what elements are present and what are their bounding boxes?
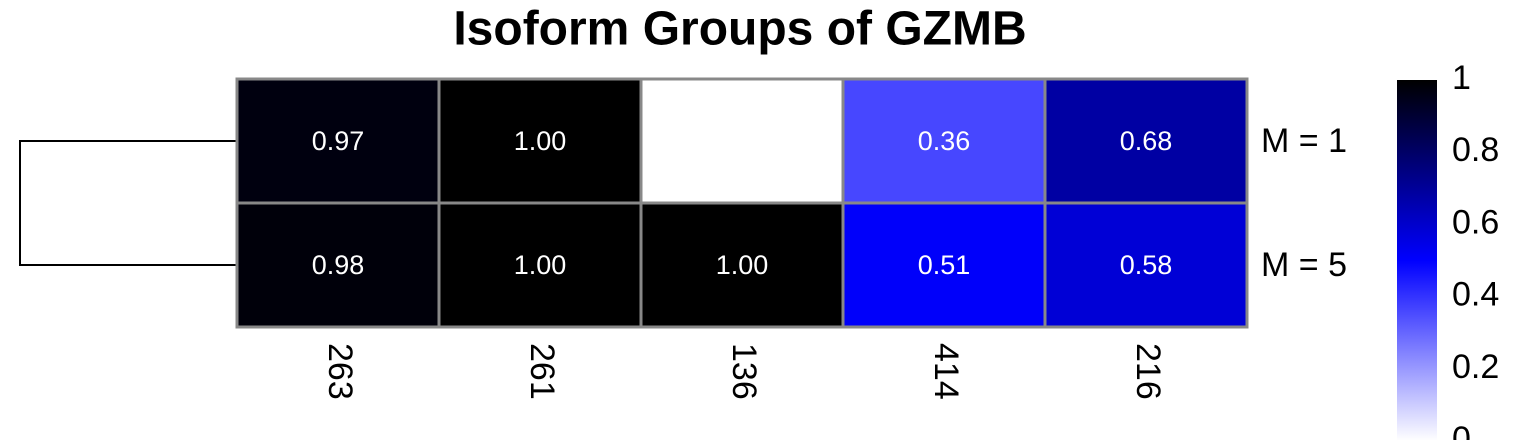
cell	[639, 201, 845, 329]
colorbar-tick-label: 0.4	[1452, 276, 1499, 314]
cell	[1043, 201, 1249, 329]
cell-label: 0.68	[1120, 126, 1173, 156]
colorbar-tick-label: 0.2	[1452, 348, 1499, 386]
cell-label: 0.97	[312, 126, 365, 156]
cell	[841, 77, 1047, 205]
row-label: M = 5	[1261, 246, 1347, 284]
chart-title: Isoform Groups of GZMB	[453, 3, 1026, 56]
colorbar-tick-label: 0	[1452, 420, 1471, 440]
cell-label: 0.36	[918, 126, 971, 156]
column-label: 414	[927, 343, 965, 400]
dendrogram	[19, 140, 237, 266]
cell	[1043, 77, 1249, 205]
cell	[437, 201, 643, 329]
colorbar	[1397, 80, 1437, 440]
cell-label: 0.51	[918, 250, 971, 280]
cell-label: 0.58	[1120, 250, 1173, 280]
cell-label: 1.00	[514, 250, 567, 280]
cell	[437, 77, 643, 205]
colorbar-tick-label: 0.8	[1452, 131, 1499, 169]
cell-label: 1.00	[514, 126, 567, 156]
empty-cell	[639, 77, 845, 205]
colorbar-tick-label: 0.6	[1452, 203, 1499, 241]
cell	[235, 77, 441, 205]
colorbar-tick-label: 1	[1452, 59, 1471, 97]
cell-label: 1.00	[716, 250, 769, 280]
column-label: 136	[725, 343, 763, 400]
column-label: 216	[1129, 343, 1167, 400]
cell-label: 0.98	[312, 250, 365, 280]
cell	[235, 201, 441, 329]
column-label: 261	[523, 343, 561, 400]
cell	[841, 201, 1047, 329]
column-label: 263	[321, 343, 359, 400]
row-label: M = 1	[1261, 122, 1347, 160]
